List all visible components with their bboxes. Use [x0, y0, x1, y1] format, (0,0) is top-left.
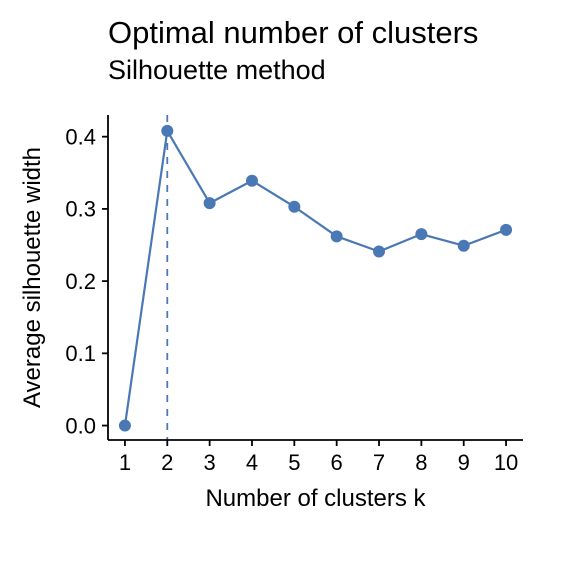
data-point	[373, 246, 385, 258]
data-point	[288, 201, 300, 213]
chart-container: Optimal number of clusters Silhouette me…	[0, 0, 576, 576]
x-tick-label: 2	[161, 450, 173, 475]
x-tick-label: 9	[458, 450, 470, 475]
data-point	[119, 420, 131, 432]
y-tick-label: 0.2	[65, 269, 96, 294]
x-axis-label: Number of clusters k	[205, 485, 426, 512]
y-tick-label: 0.0	[65, 413, 96, 438]
data-point	[161, 125, 173, 137]
y-tick-label: 0.1	[65, 341, 96, 366]
y-tick-label: 0.3	[65, 197, 96, 222]
chart-svg: 1 2 3 4 5 6 7 8 9 10 0.0 0.1 0.2 0.3 0.4 Number of clus…	[0, 0, 576, 576]
y-tick-label: 0.4	[65, 124, 96, 149]
data-point	[204, 197, 216, 209]
x-tick-label: 1	[119, 450, 131, 475]
series-line	[125, 131, 506, 426]
x-tick-label: 3	[204, 450, 216, 475]
x-tick-label: 8	[415, 450, 427, 475]
data-point	[331, 230, 343, 242]
x-tick-label: 4	[246, 450, 258, 475]
y-axis-label: Average silhouette width	[19, 147, 46, 408]
x-tick-label: 5	[288, 450, 300, 475]
data-point	[500, 224, 512, 236]
x-tick-label: 6	[331, 450, 343, 475]
x-tick-label: 10	[494, 450, 518, 475]
data-point	[246, 175, 258, 187]
data-point	[458, 240, 470, 252]
data-point	[415, 228, 427, 240]
x-tick-label: 7	[373, 450, 385, 475]
